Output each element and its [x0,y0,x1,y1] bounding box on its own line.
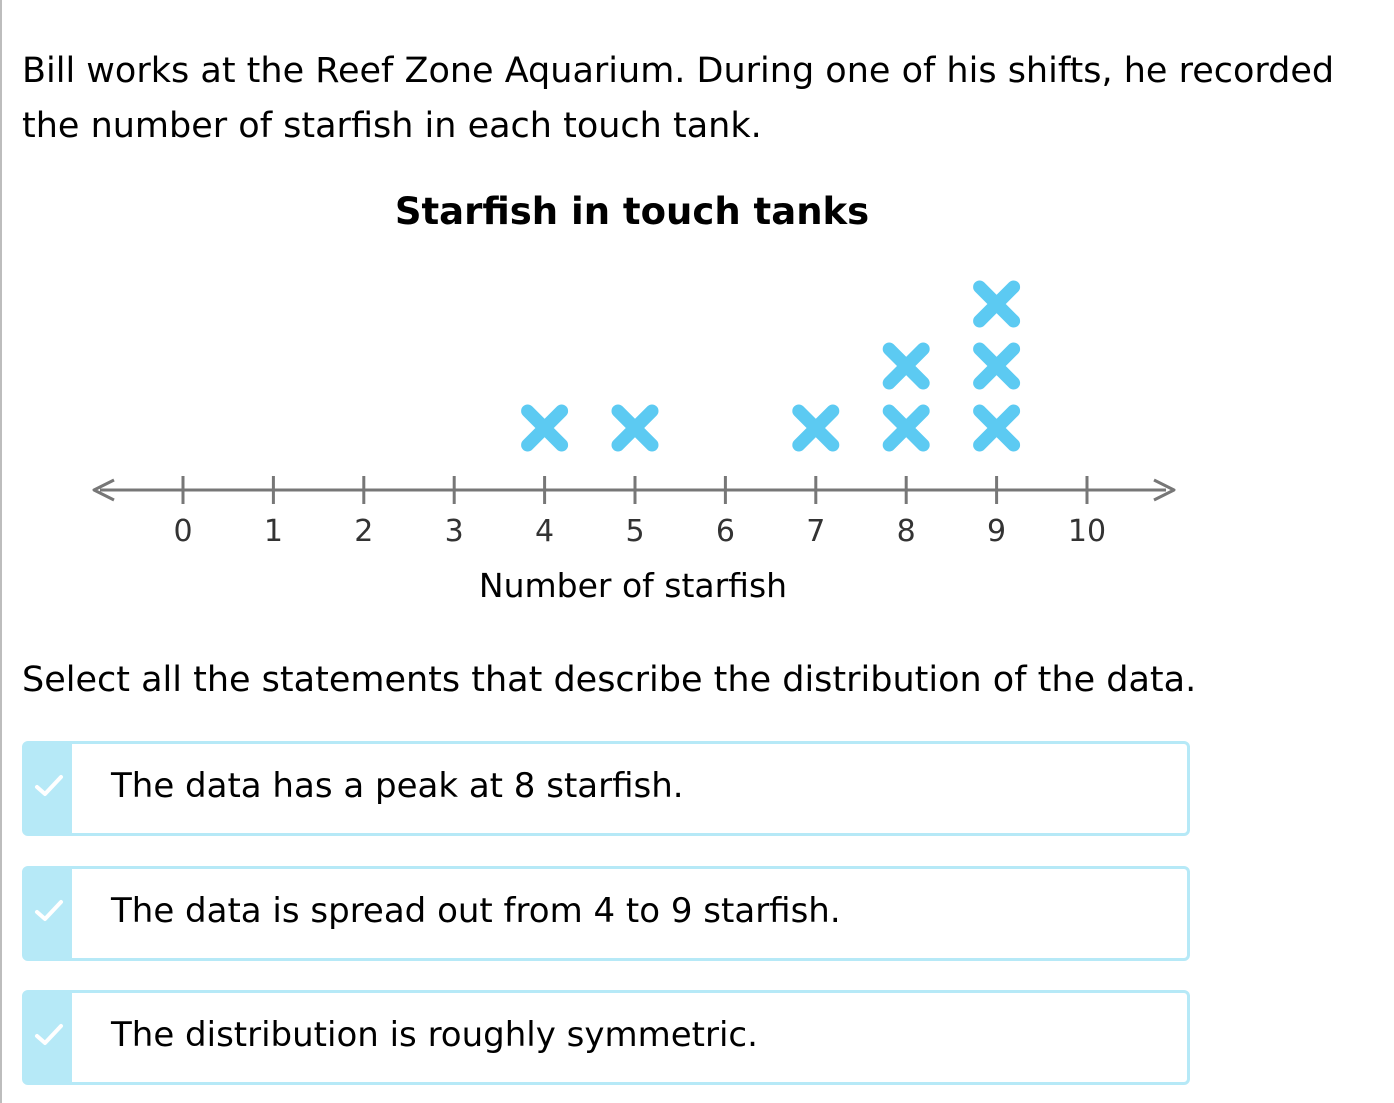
data-mark-x [792,404,840,452]
x-marker-strokes [882,404,930,452]
tick-label: 4 [535,514,554,549]
question-intro: Bill works at the Reef Zone Aquarium. Du… [22,44,1392,154]
x-marker-strokes [973,342,1021,390]
answer-choice-peak[interactable]: The data has a peak at 8 starfish. [22,741,1190,836]
x-marker-strokes [973,280,1021,328]
x-marker-strokes [973,404,1021,452]
tick-label: 10 [1068,514,1106,549]
choice-selector-tab[interactable] [25,993,72,1082]
check-icon [35,900,63,921]
answer-choice-spread[interactable]: The data is spread out from 4 to 9 starf… [22,866,1190,961]
data-mark-x [611,404,659,452]
check-icon [35,1024,63,1045]
choice-label: The distribution is roughly symmetric. [111,1015,758,1055]
choice-label: The data has a peak at 8 starfish. [111,766,684,806]
tick-label: 3 [445,514,464,549]
data-mark-x [973,280,1021,328]
data-mark-x [521,404,569,452]
data-mark-x [882,342,930,390]
tick-label: 5 [625,514,644,549]
answer-choice-symmetric[interactable]: The distribution is roughly symmetric. [22,990,1190,1085]
data-mark-x [973,342,1021,390]
check-icon [35,775,63,796]
tick-label: 6 [716,514,735,549]
tick-label: 9 [987,514,1006,549]
tick-label: 7 [806,514,825,549]
intro-line-1: Bill works at the Reef Zone Aquarium. Du… [22,51,1335,91]
tick-label: 0 [173,514,192,549]
tick-label: 8 [897,514,916,549]
choice-selector-tab[interactable] [25,744,72,833]
x-axis-label: Number of starfish [478,566,788,605]
data-mark-x [973,404,1021,452]
left-arrow-icon [92,478,115,502]
chart-title: Starfish in touch tanks [394,190,870,233]
right-arrow-icon [1153,478,1176,502]
intro-line-2: the number of starfish in each touch tan… [22,106,762,146]
tick-label: 2 [354,514,373,549]
choice-selector-tab[interactable] [25,869,72,958]
x-marker-strokes [611,404,659,452]
x-marker-strokes [882,342,930,390]
question-prompt: Select all the statements that describe … [22,660,1197,700]
tick-label: 1 [264,514,283,549]
data-mark-x [882,404,930,452]
choice-label: The data is spread out from 4 to 9 starf… [111,891,841,931]
line-plot: 0 1 2 3 4 5 6 7 8 9 10 [92,280,1176,549]
x-marker-strokes [521,404,569,452]
x-marker-strokes [792,404,840,452]
